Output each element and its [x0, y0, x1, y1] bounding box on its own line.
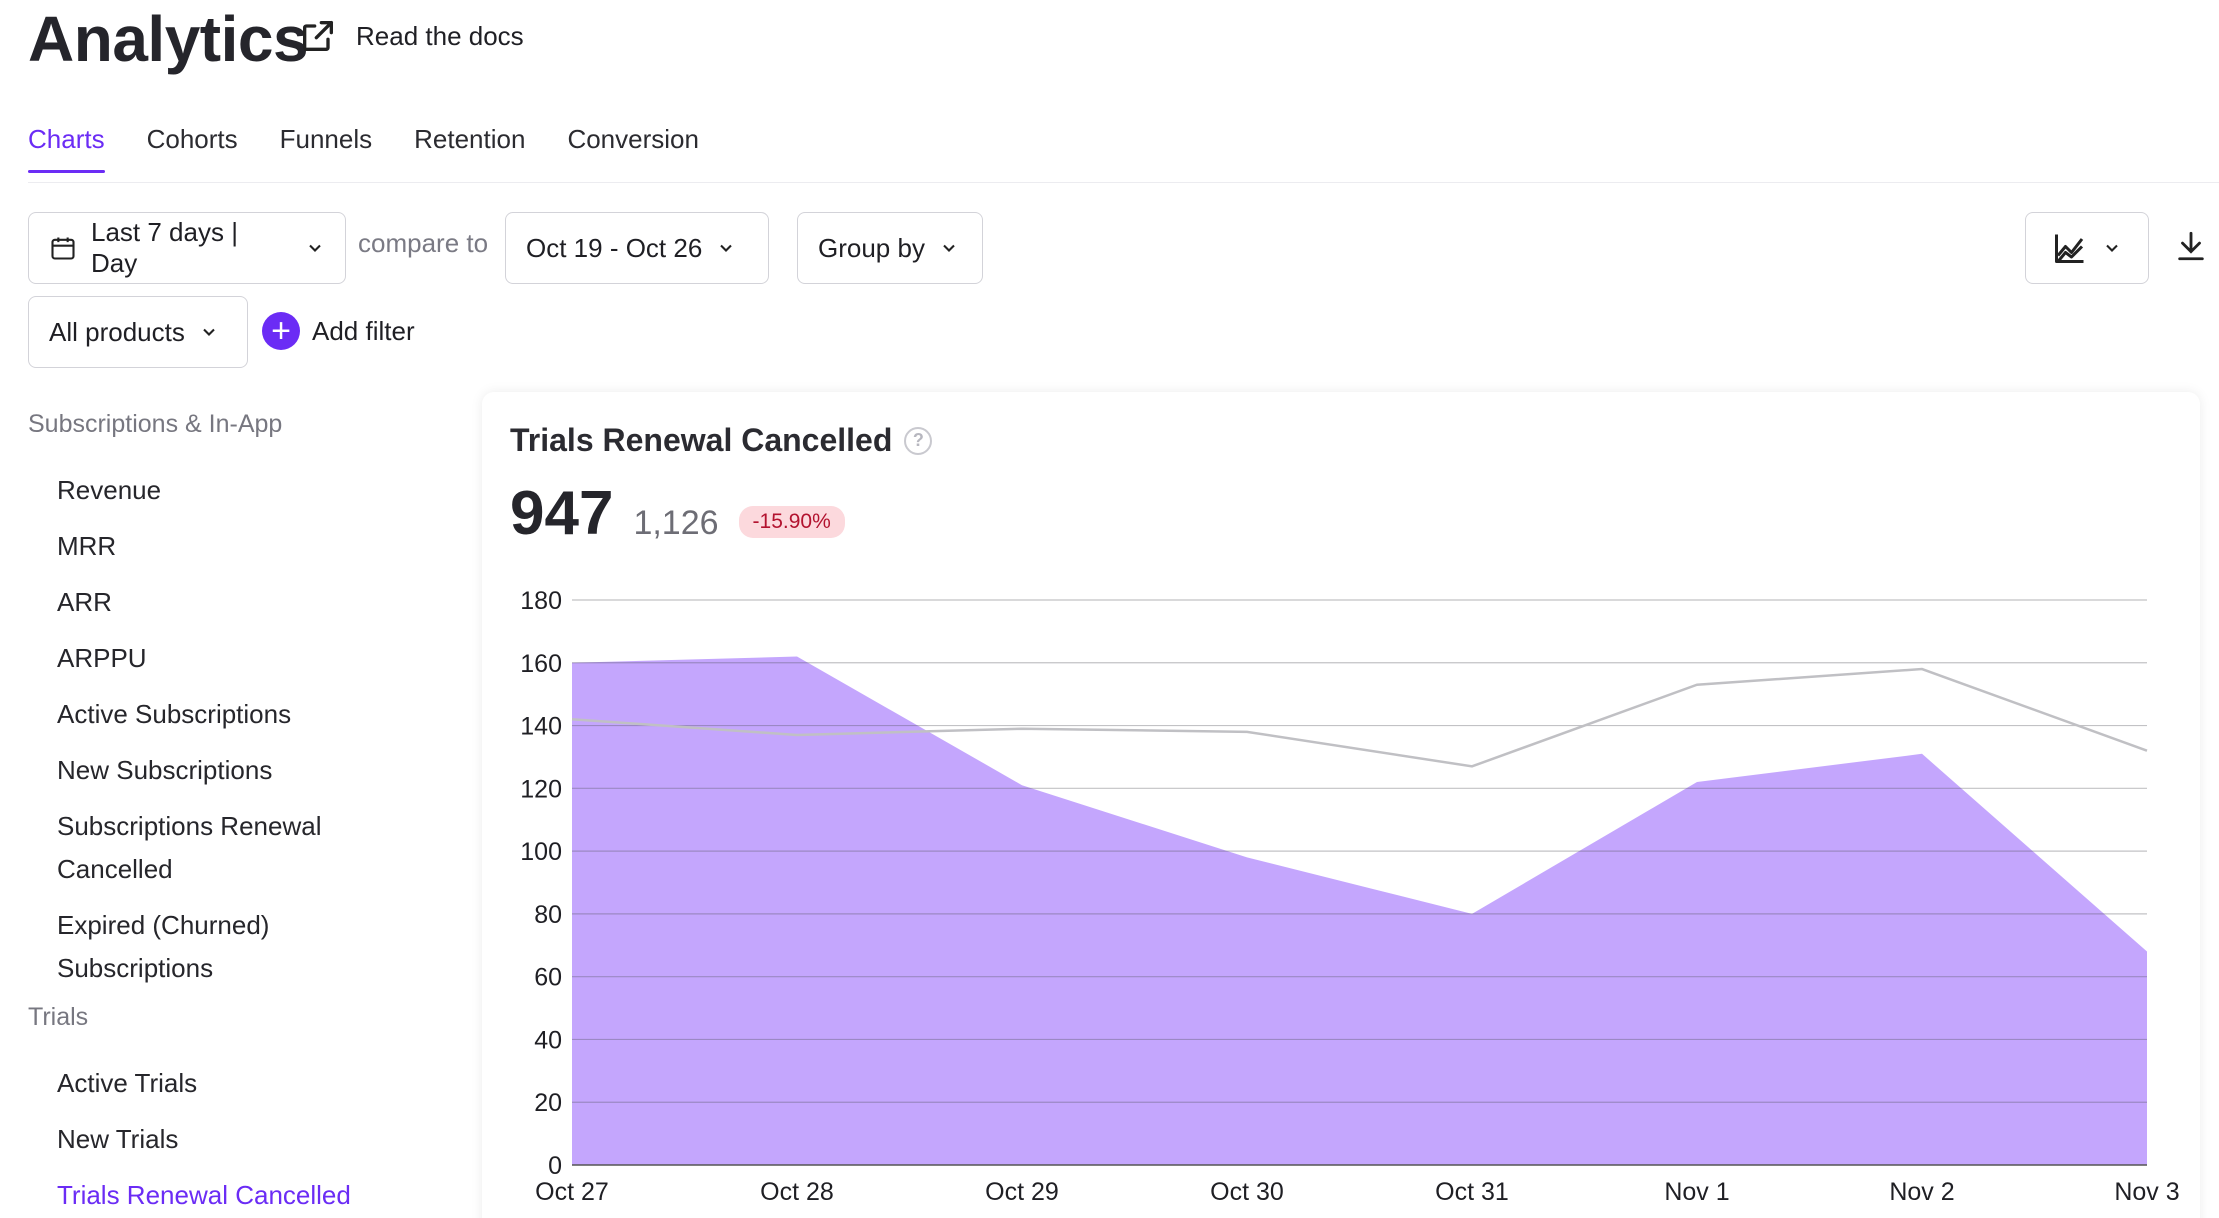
page-title: Analytics — [28, 3, 309, 75]
plus-icon: + — [262, 312, 300, 350]
y-tick-label: 20 — [534, 1089, 562, 1117]
x-tick-label: Nov 1 — [1664, 1178, 1729, 1206]
x-tick-label: Oct 28 — [760, 1178, 834, 1206]
area-chart-icon — [2055, 234, 2084, 263]
tab-retention[interactable]: Retention — [414, 124, 526, 154]
sidebar-item-new-trials[interactable]: New Trials — [57, 1124, 179, 1154]
y-tick-label: 140 — [520, 713, 562, 741]
x-tick-label: Nov 3 — [2114, 1178, 2179, 1206]
tab-conversion[interactable]: Conversion — [567, 124, 699, 154]
kpi-previous-value: 1,126 — [633, 504, 719, 542]
y-tick-label: 60 — [534, 964, 562, 992]
tab-bar: Charts Cohorts Funnels Retention Convers… — [28, 124, 741, 173]
products-label: All products — [49, 316, 185, 347]
chevron-down-icon — [2106, 244, 2118, 252]
section-heading: Subscriptions & In-App — [28, 410, 283, 438]
kpi-value: 947 — [510, 479, 614, 548]
series-line — [571, 667, 2148, 768]
y-tick-label: 40 — [534, 1026, 562, 1054]
x-tick-label: Oct 29 — [985, 1178, 1059, 1206]
y-tick-label: 160 — [520, 650, 562, 678]
y-tick-label: 100 — [520, 838, 562, 866]
y-tick-label: 0 — [548, 1152, 562, 1180]
tabs-divider — [28, 182, 2219, 183]
read-docs-link[interactable]: Read the docs — [298, 16, 524, 56]
x-tick-label: Oct 27 — [535, 1178, 609, 1206]
sidebar-item-arppu[interactable]: ARPPU — [57, 643, 147, 673]
calendar-icon — [51, 237, 75, 260]
chart-title: Trials Renewal Cancelled ? — [510, 422, 933, 459]
y-tick-label: 120 — [520, 775, 562, 803]
x-tick-label: Nov 2 — [1889, 1178, 1954, 1206]
sidebar-item-active-trials[interactable]: Active Trials — [57, 1068, 198, 1098]
metrics-sidebar: Subscriptions & In-App Revenue MRR ARR A… — [28, 410, 428, 1218]
sidebar-item-mrr[interactable]: MRR — [57, 531, 117, 561]
add-filter-label: Add filter — [312, 315, 415, 346]
products-dropdown[interactable]: All products — [28, 296, 248, 368]
y-tick-label: 80 — [534, 901, 562, 929]
date-range-label: Last 7 days | Day — [91, 217, 238, 278]
chart-type-dropdown[interactable] — [2025, 212, 2149, 284]
y-tick-label: 180 — [520, 587, 562, 615]
read-docs-label: Read the docs — [356, 20, 524, 51]
compare-range-dropdown[interactable]: Oct 19 - Oct 26 — [505, 212, 769, 284]
area-chart: 0 20 40 60 80 100 120 140 160 180 Oct 27 Oct 28 Oct … — [520, 587, 2179, 1206]
tab-funnels[interactable]: Funnels — [279, 124, 373, 154]
chart-title-text: Trials Renewal Cancelled — [510, 422, 893, 458]
change-badge: -15.90% — [738, 506, 845, 538]
x-tick-label: Oct 31 — [1435, 1178, 1509, 1206]
series-area — [572, 656, 2147, 1165]
sidebar-item-new-subscriptions[interactable]: New Subscriptions — [57, 755, 273, 785]
download-icon[interactable] — [2174, 228, 2208, 264]
tab-cohorts[interactable]: Cohorts — [146, 124, 238, 154]
section-heading: Trials — [28, 1003, 89, 1031]
compare-label: compare to — [358, 228, 489, 258]
tab-charts[interactable]: Charts — [28, 124, 105, 173]
sidebar-item-active-subscriptions[interactable]: Active Subscriptions — [57, 699, 292, 729]
group-by-dropdown[interactable]: Group by — [797, 212, 983, 284]
kpi-row: 947 1,126 -15.90% — [510, 478, 845, 549]
chevron-down-icon — [203, 328, 215, 336]
chevron-down-icon — [309, 244, 321, 252]
x-tick-label: Oct 30 — [1210, 1178, 1284, 1206]
help-icon[interactable]: ? — [904, 426, 933, 455]
sidebar-item-expired-subscriptions[interactable]: Expired (Churned) Subscriptions — [57, 910, 270, 983]
group-by-label: Group by — [818, 232, 925, 263]
chevron-down-icon — [943, 244, 955, 252]
sidebar-item-trials-renewal-cancelled[interactable]: Trials Renewal Cancelled — [57, 1180, 351, 1210]
sidebar-item-arr[interactable]: ARR — [57, 587, 112, 617]
add-filter-button[interactable]: + Add filter — [262, 312, 415, 350]
sidebar-item-subscriptions-renewal-cancelled[interactable]: Subscriptions Renewal Cancelled — [57, 811, 322, 884]
sidebar-item-revenue[interactable]: Revenue — [57, 475, 162, 505]
date-range-dropdown[interactable]: Last 7 days | Day — [28, 212, 346, 284]
external-link-icon — [303, 21, 333, 51]
chevron-down-icon — [720, 244, 733, 252]
compare-range-label: Oct 19 - Oct 26 — [526, 232, 703, 263]
